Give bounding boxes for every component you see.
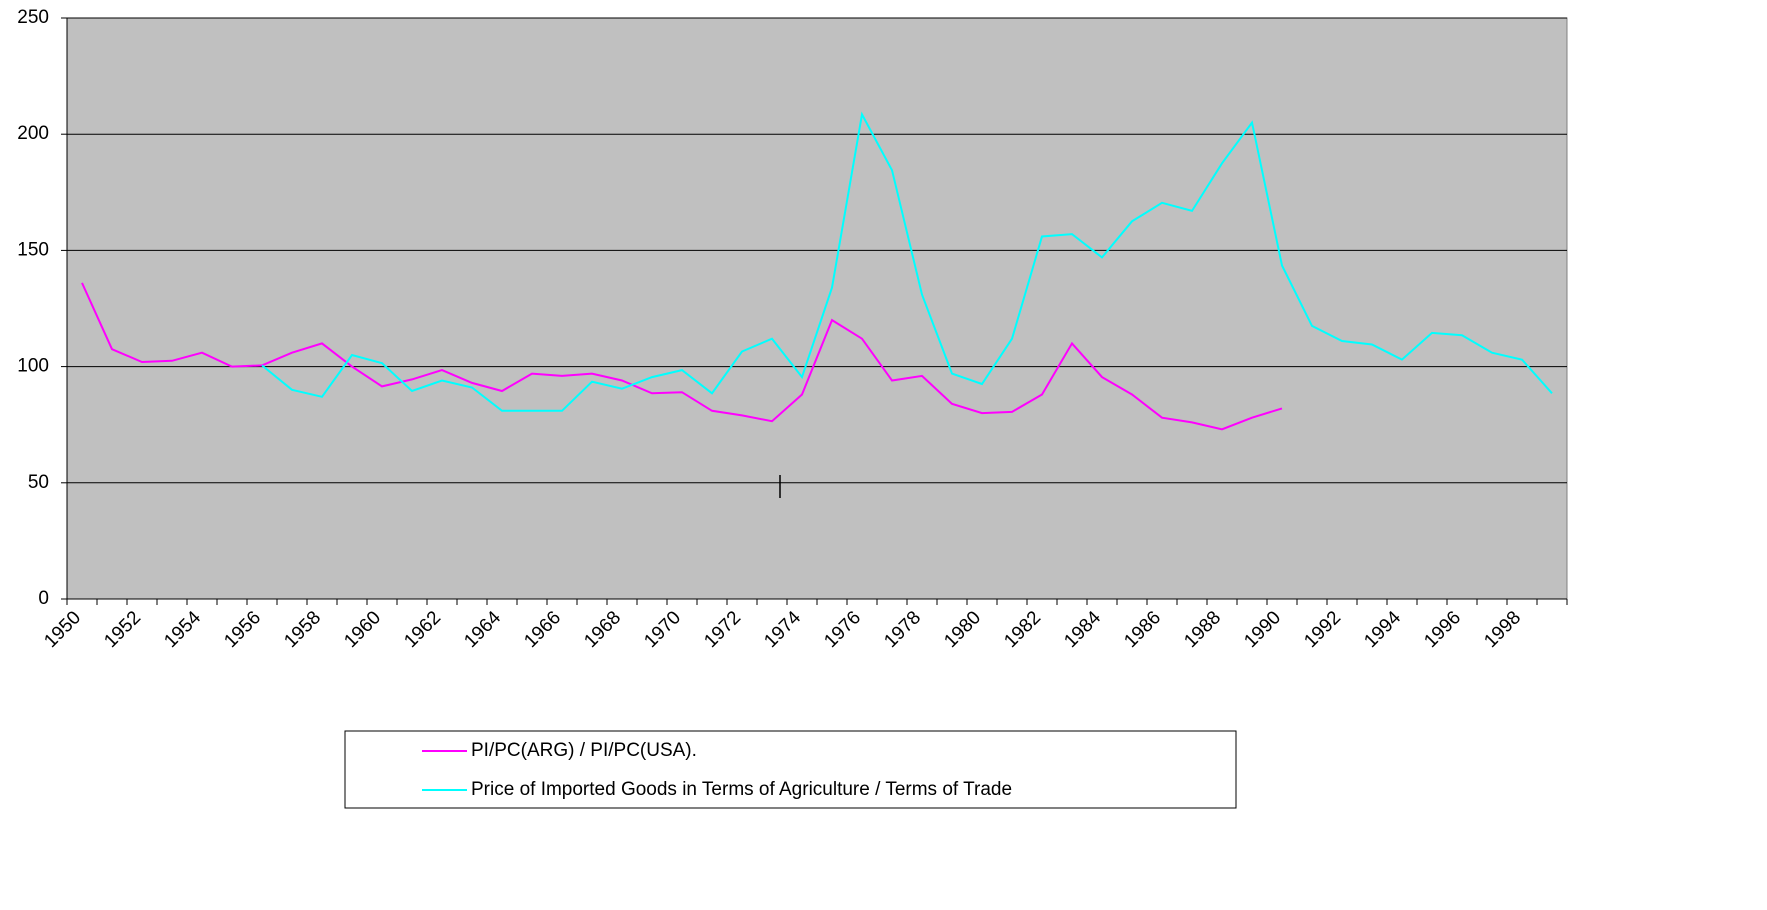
- y-tick-label: 150: [17, 239, 49, 260]
- x-tick-label: 1992: [1300, 607, 1345, 652]
- x-tick-label: 1990: [1240, 607, 1285, 652]
- x-tick-label: 1996: [1420, 607, 1465, 652]
- x-tick-label: 1950: [40, 607, 85, 652]
- y-tick-label: 250: [17, 7, 49, 28]
- x-tick-label: 1952: [100, 607, 145, 652]
- series-line: [261, 111, 1553, 412]
- x-tick-label: 1988: [1180, 607, 1225, 652]
- x-tick-label: 1956: [220, 607, 265, 652]
- x-tick-label: 1982: [1000, 607, 1045, 652]
- y-tick-label: 0: [38, 588, 49, 609]
- x-tick-label: 1960: [340, 607, 385, 652]
- x-tick-label: 1970: [640, 607, 685, 652]
- x-tick-label: 1968: [580, 607, 625, 652]
- y-tick-label: 50: [28, 472, 49, 493]
- x-tick-label: 1978: [880, 607, 925, 652]
- legend-box: [344, 730, 1237, 809]
- series-line: [81, 282, 1283, 431]
- x-tick-label: 1974: [760, 607, 805, 652]
- x-tick-label: 1966: [520, 607, 565, 652]
- legend-label: PI/PC(ARG) / PI/PC(USA).: [471, 740, 697, 761]
- x-tick-label: 1976: [820, 607, 865, 652]
- x-tick-label: 1972: [700, 607, 745, 652]
- x-tick-label: 1984: [1060, 607, 1105, 652]
- y-tick-label: 100: [17, 356, 49, 377]
- x-tick-label: 1954: [160, 607, 205, 652]
- x-tick-label: 1962: [400, 607, 445, 652]
- x-tick-label: 1994: [1360, 607, 1405, 652]
- x-tick-label: 1964: [460, 607, 505, 652]
- y-tick-label: 200: [17, 123, 49, 144]
- plot-area: [66, 17, 1568, 600]
- x-tick-label: 1958: [280, 607, 325, 652]
- legend-label: Price of Imported Goods in Terms of Agri…: [471, 779, 1012, 800]
- x-tick-label: 1998: [1480, 607, 1525, 652]
- x-tick-label: 1986: [1120, 607, 1165, 652]
- x-tick-label: 1980: [940, 607, 985, 652]
